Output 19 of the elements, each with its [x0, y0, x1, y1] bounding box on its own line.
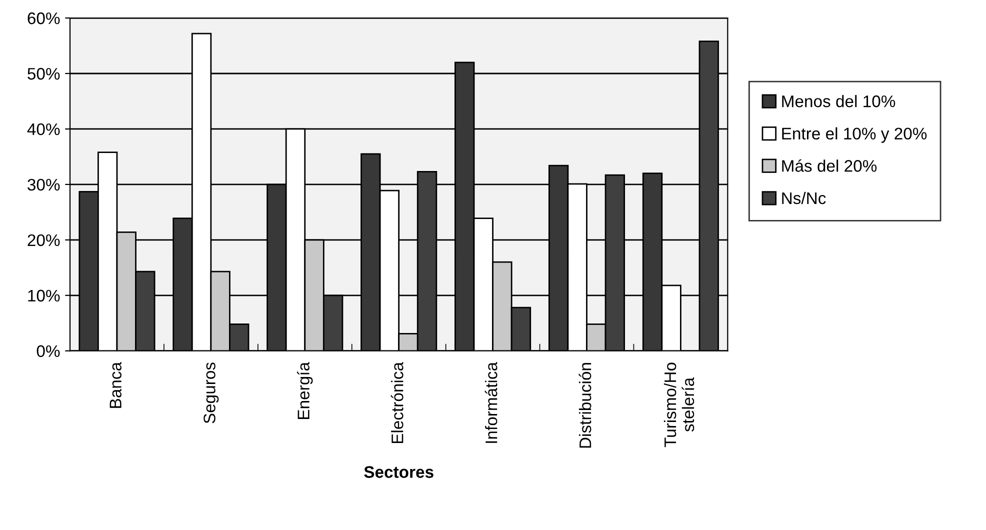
y-tick-label: 30%	[28, 178, 60, 191]
y-tick-label: 0%	[36, 345, 60, 358]
legend-label: Ns/Nc	[782, 192, 826, 204]
x-tick-label: Informática	[484, 362, 498, 443]
x-tick-label: Seguros	[204, 362, 219, 424]
legend-label: Más del 20%	[782, 159, 877, 172]
legend-label: Menos del 10%	[782, 94, 896, 108]
x-tick-label: Distribución	[578, 363, 592, 448]
x-axis-title: Sectores	[364, 466, 434, 478]
x-tick-label: Turismo/Hostelería	[664, 362, 694, 448]
y-tick-label: 20%	[28, 234, 60, 246]
y-tick-label: 60%	[28, 12, 60, 24]
y-tick-label: 10%	[28, 290, 60, 302]
x-tick-label: Energía	[297, 362, 313, 419]
y-tick-label: 50%	[28, 68, 60, 80]
x-tick-label: Banca	[110, 362, 122, 408]
legend-label: Entre el 10% y 20%	[782, 127, 927, 143]
x-tick-label: Electrónica	[390, 362, 404, 444]
y-tick-label: 40%	[27, 123, 60, 136]
